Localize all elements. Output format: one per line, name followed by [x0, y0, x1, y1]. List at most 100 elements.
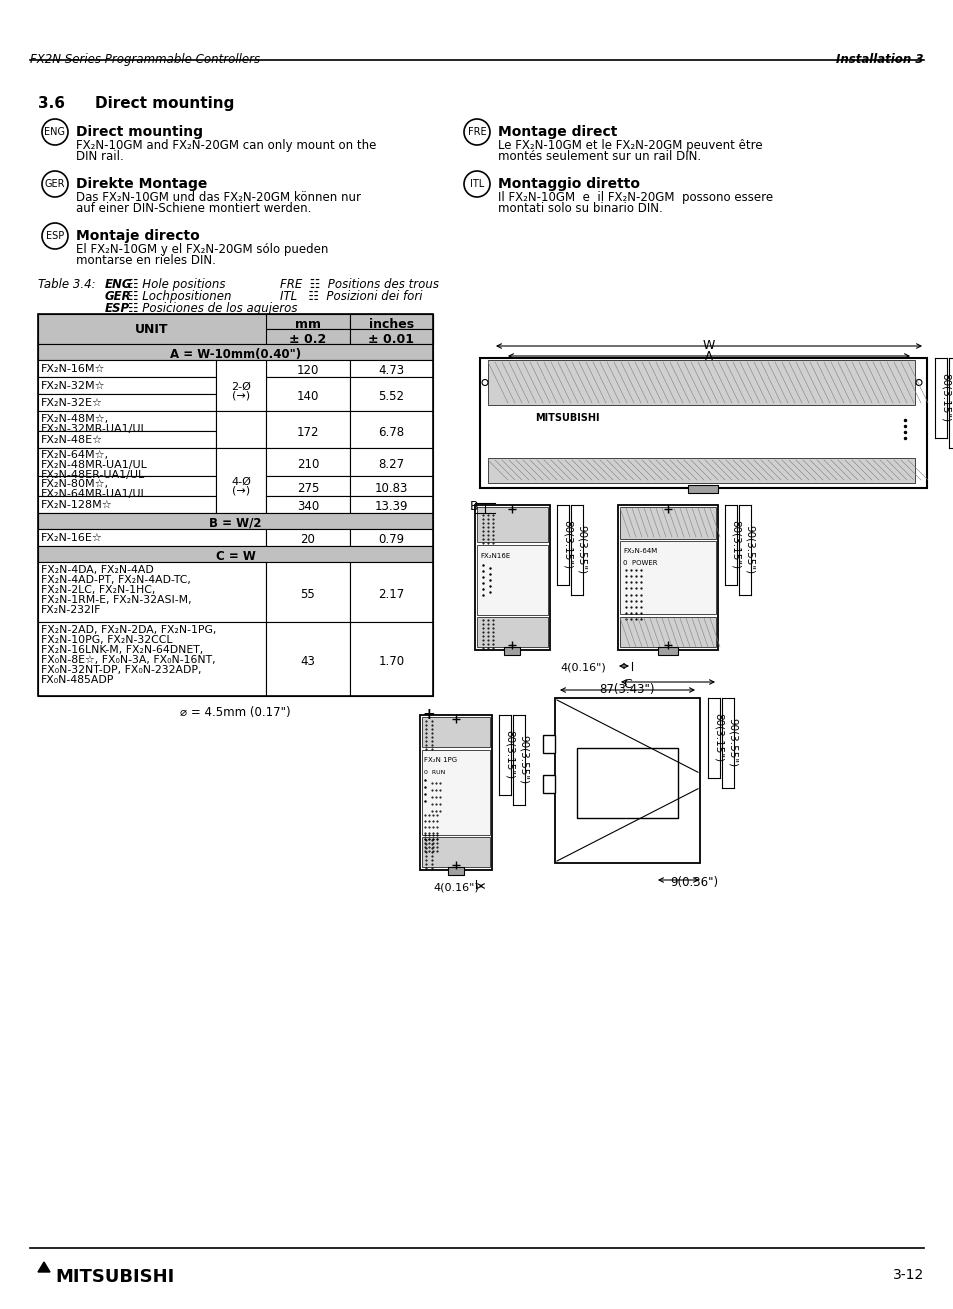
Bar [215, 360, 266, 411]
Text: FX₂N-48ER-UA1/UL: FX₂N-48ER-UA1/UL [41, 470, 145, 480]
Text: 140: 140 [296, 390, 319, 403]
Text: FX₂N-16LNK-M, FX₂N-64DNET,: FX₂N-16LNK-M, FX₂N-64DNET, [41, 645, 203, 654]
Text: ESP: ESP [105, 302, 130, 315]
Text: 80(3.15"): 80(3.15") [562, 521, 573, 569]
Text: FRE  ☷  Positions des trous: FRE ☷ Positions des trous [280, 278, 438, 291]
Text: ENG: ENG [105, 278, 132, 291]
Bar [266, 314, 350, 329]
Text: 4.73: 4.73 [378, 364, 404, 377]
Text: 13.39: 13.39 [375, 500, 408, 513]
Text: FX₂N-16E☆: FX₂N-16E☆ [41, 533, 103, 543]
Text: 55: 55 [300, 588, 315, 601]
Bar [555, 698, 700, 863]
Text: GER: GER [45, 179, 65, 188]
Bar [38, 411, 215, 431]
Text: ITL: ITL [470, 179, 483, 188]
Text: FX₀N-485ADP: FX₀N-485ADP [41, 675, 114, 685]
Text: 5.52: 5.52 [378, 390, 404, 403]
Text: (→): (→) [232, 486, 250, 496]
Bar [38, 360, 215, 377]
Text: 4(0.16"): 4(0.16") [433, 884, 478, 893]
Text: FX₂N-32E☆: FX₂N-32E☆ [41, 398, 103, 408]
Bar [503, 647, 519, 654]
Text: FX₂N-4AD-PT, FX₂N-4AD-TC,: FX₂N-4AD-PT, FX₂N-4AD-TC, [41, 575, 191, 585]
Text: DIN rail.: DIN rail. [76, 151, 124, 164]
Text: FX₂N-64M☆,: FX₂N-64M☆, [41, 450, 109, 459]
Polygon shape [38, 1262, 50, 1272]
Bar [38, 448, 215, 476]
Text: 120: 120 [296, 364, 319, 377]
Text: 8.27: 8.27 [378, 458, 404, 471]
Bar [38, 431, 215, 448]
Text: FX₂N 1PG: FX₂N 1PG [423, 757, 456, 763]
Text: FX₂N-16M☆: FX₂N-16M☆ [41, 364, 106, 374]
Text: 87(3.43"): 87(3.43") [598, 683, 654, 696]
Text: Direct mounting: Direct mounting [95, 96, 234, 111]
Text: 80(3.15"): 80(3.15") [713, 713, 723, 763]
Bar [266, 360, 350, 377]
Bar [618, 505, 718, 651]
Bar [542, 775, 555, 793]
Text: ☷ Lochpositionen: ☷ Lochpositionen [128, 291, 232, 302]
Bar [350, 314, 433, 329]
Text: FX₂N-32MR-UA1/UL: FX₂N-32MR-UA1/UL [41, 424, 148, 435]
Bar [38, 314, 433, 696]
Text: 0  RUN: 0 RUN [423, 770, 445, 775]
Bar [266, 448, 350, 476]
Text: FX₂N-232IF: FX₂N-232IF [41, 605, 101, 615]
Bar [266, 377, 350, 411]
Bar [266, 529, 350, 546]
Bar [38, 476, 215, 496]
Bar [350, 476, 433, 496]
Text: FRE: FRE [467, 127, 486, 137]
Text: FX₂N-32M☆: FX₂N-32M☆ [41, 381, 106, 391]
Circle shape [915, 380, 921, 385]
Bar [350, 496, 433, 513]
Bar [448, 867, 463, 874]
Text: Direct mounting: Direct mounting [76, 124, 203, 139]
Text: +: + [421, 707, 435, 723]
Text: FX₂N-48E☆: FX₂N-48E☆ [41, 435, 103, 445]
Text: 43: 43 [300, 654, 315, 668]
Text: 80(3.15"): 80(3.15") [504, 730, 515, 780]
Text: B = W/2: B = W/2 [209, 517, 261, 530]
Bar [350, 622, 433, 696]
Text: FX₂N-80M☆,: FX₂N-80M☆, [41, 479, 109, 490]
Bar [350, 329, 433, 344]
Text: ± 0.01: ± 0.01 [368, 332, 414, 346]
Text: ☷ Hole positions: ☷ Hole positions [128, 278, 225, 291]
Text: 10.83: 10.83 [375, 482, 408, 495]
Text: A: A [704, 350, 712, 363]
Bar [215, 411, 266, 448]
Text: 172: 172 [296, 425, 319, 439]
Text: Le FX₂N-10GM et le FX₂N-20GM peuvent être: Le FX₂N-10GM et le FX₂N-20GM peuvent êtr… [497, 139, 761, 152]
Bar [266, 329, 350, 344]
Text: 2-Ø: 2-Ø [231, 381, 251, 391]
Bar [350, 562, 433, 622]
Text: 90(3.55"): 90(3.55") [518, 736, 529, 784]
Text: ENG: ENG [45, 127, 66, 137]
Text: inches: inches [369, 318, 414, 331]
Text: 2.17: 2.17 [378, 588, 404, 601]
Bar [266, 562, 350, 622]
Bar [658, 647, 678, 654]
Text: Il FX₂N-10GM  e  il FX₂N-20GM  possono essere: Il FX₂N-10GM e il FX₂N-20GM possono esse… [497, 191, 772, 204]
Text: 340: 340 [296, 500, 319, 513]
Bar [542, 734, 555, 753]
Bar [38, 377, 215, 394]
Text: ± 0.2: ± 0.2 [289, 332, 326, 346]
Text: 90(3.55"): 90(3.55") [744, 525, 754, 575]
Text: FX₂N16E: FX₂N16E [479, 552, 510, 559]
Bar [38, 546, 433, 562]
Bar [350, 377, 433, 411]
Text: FX₂N-4DA, FX₂N-4AD: FX₂N-4DA, FX₂N-4AD [41, 565, 153, 575]
Text: 3-12: 3-12 [892, 1268, 923, 1282]
Text: Table 3.4:: Table 3.4: [38, 278, 95, 291]
Text: FX₂N-1RM-E, FX₂N-32ASI-M,: FX₂N-1RM-E, FX₂N-32ASI-M, [41, 596, 192, 605]
Bar [475, 505, 550, 651]
Text: 9(0.36"): 9(0.36") [669, 876, 718, 889]
Bar [476, 507, 547, 542]
Text: 1.70: 1.70 [378, 654, 404, 668]
Text: UNIT: UNIT [135, 323, 169, 336]
Text: FX₂N-48M☆,: FX₂N-48M☆, [41, 414, 110, 424]
